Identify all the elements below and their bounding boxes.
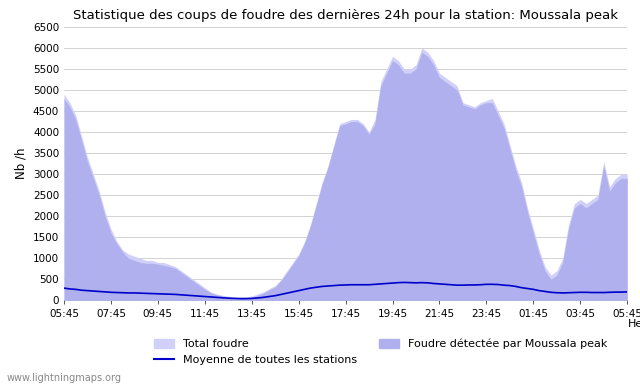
Legend: Total foudre, Moyenne de toutes les stations, Foudre détectée par Moussala peak: Total foudre, Moyenne de toutes les stat…	[154, 339, 607, 365]
Y-axis label: Nb /h: Nb /h	[14, 148, 28, 179]
Text: www.lightningmaps.org: www.lightningmaps.org	[6, 373, 122, 383]
Title: Statistique des coups de foudre des dernières 24h pour la station: Moussala peak: Statistique des coups de foudre des dern…	[73, 8, 618, 22]
Text: Heure: Heure	[628, 320, 640, 330]
